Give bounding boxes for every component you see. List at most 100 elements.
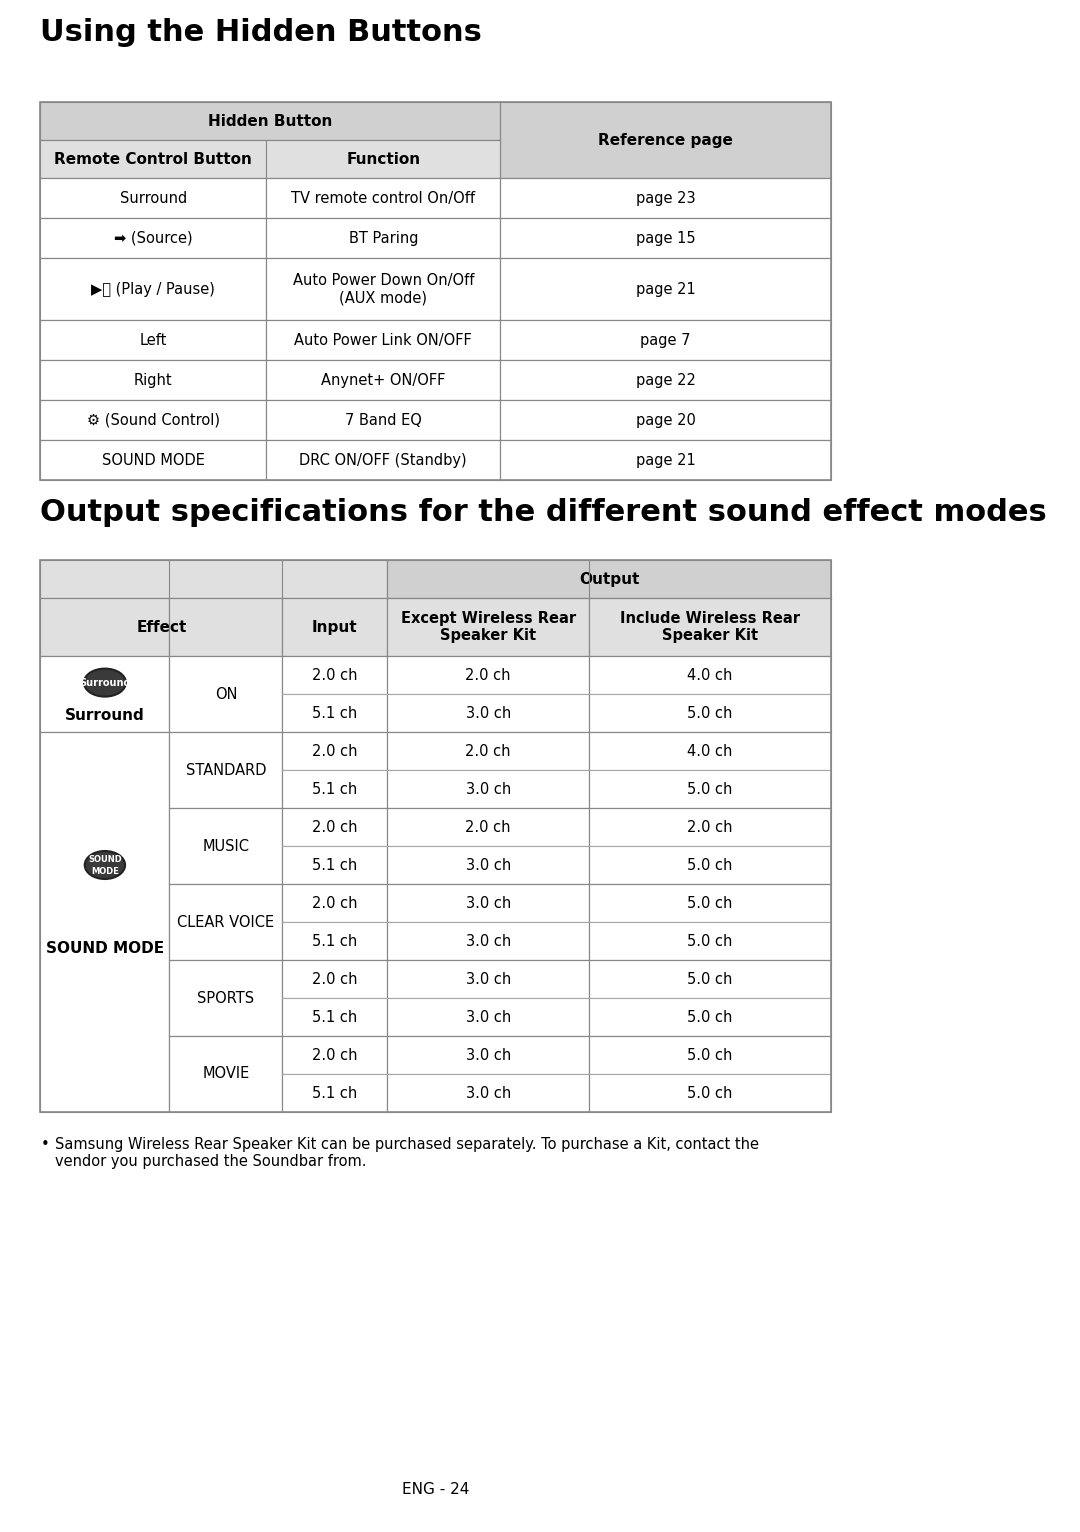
Text: SOUND: SOUND	[89, 855, 122, 864]
FancyBboxPatch shape	[500, 178, 832, 218]
Text: page 7: page 7	[640, 332, 691, 348]
FancyBboxPatch shape	[589, 846, 832, 884]
FancyBboxPatch shape	[589, 807, 832, 846]
FancyBboxPatch shape	[267, 178, 500, 218]
FancyBboxPatch shape	[283, 922, 388, 961]
Text: •: •	[40, 1137, 49, 1152]
Text: ➡ (Source): ➡ (Source)	[114, 230, 192, 245]
FancyBboxPatch shape	[170, 732, 283, 807]
Text: 3.0 ch: 3.0 ch	[465, 1010, 511, 1025]
Text: 5.1 ch: 5.1 ch	[312, 1086, 357, 1100]
Text: 2.0 ch: 2.0 ch	[312, 820, 357, 835]
Text: Output: Output	[579, 571, 639, 587]
FancyBboxPatch shape	[40, 103, 500, 139]
Text: Auto Power Link ON/OFF: Auto Power Link ON/OFF	[295, 332, 472, 348]
FancyBboxPatch shape	[170, 807, 283, 884]
FancyBboxPatch shape	[283, 771, 388, 807]
FancyBboxPatch shape	[283, 1036, 388, 1074]
FancyBboxPatch shape	[170, 597, 283, 656]
Text: DRC ON/OFF (Standby): DRC ON/OFF (Standby)	[299, 452, 468, 467]
FancyBboxPatch shape	[589, 961, 832, 997]
FancyBboxPatch shape	[40, 656, 170, 732]
Text: 3.0 ch: 3.0 ch	[465, 858, 511, 873]
FancyBboxPatch shape	[283, 656, 388, 694]
FancyBboxPatch shape	[388, 846, 589, 884]
Text: SPORTS: SPORTS	[198, 991, 255, 1005]
Ellipse shape	[84, 850, 125, 879]
FancyBboxPatch shape	[388, 597, 589, 656]
Text: 5.0 ch: 5.0 ch	[688, 858, 733, 873]
FancyBboxPatch shape	[589, 732, 832, 771]
Text: ⚙ (Sound Control): ⚙ (Sound Control)	[86, 412, 220, 427]
Text: SOUND MODE: SOUND MODE	[45, 941, 164, 956]
FancyBboxPatch shape	[388, 561, 832, 597]
FancyBboxPatch shape	[388, 997, 589, 1036]
FancyBboxPatch shape	[589, 1074, 832, 1112]
FancyBboxPatch shape	[388, 1074, 589, 1112]
Text: 3.0 ch: 3.0 ch	[465, 706, 511, 720]
Text: Reference page: Reference page	[598, 132, 733, 147]
FancyBboxPatch shape	[40, 440, 267, 480]
FancyBboxPatch shape	[40, 320, 267, 360]
Text: 2.0 ch: 2.0 ch	[312, 743, 357, 758]
Text: Input: Input	[312, 619, 357, 634]
FancyBboxPatch shape	[267, 257, 500, 320]
FancyBboxPatch shape	[500, 320, 832, 360]
Text: page 21: page 21	[636, 282, 696, 297]
Text: page 15: page 15	[636, 230, 696, 245]
Text: 4.0 ch: 4.0 ch	[688, 668, 733, 682]
FancyBboxPatch shape	[388, 656, 589, 694]
FancyBboxPatch shape	[40, 561, 388, 597]
Text: 2.0 ch: 2.0 ch	[465, 668, 511, 682]
FancyBboxPatch shape	[589, 694, 832, 732]
FancyBboxPatch shape	[170, 1036, 283, 1112]
FancyBboxPatch shape	[589, 656, 832, 694]
Text: 5.0 ch: 5.0 ch	[688, 1048, 733, 1063]
FancyBboxPatch shape	[283, 694, 388, 732]
Text: MUSIC: MUSIC	[202, 838, 249, 853]
Text: 2.0 ch: 2.0 ch	[312, 896, 357, 910]
FancyBboxPatch shape	[500, 400, 832, 440]
Text: 5.1 ch: 5.1 ch	[312, 1010, 357, 1025]
FancyBboxPatch shape	[500, 257, 832, 320]
Text: MODE: MODE	[91, 867, 119, 875]
FancyBboxPatch shape	[388, 807, 589, 846]
FancyBboxPatch shape	[283, 961, 388, 997]
Text: ON: ON	[215, 686, 238, 702]
FancyBboxPatch shape	[40, 257, 267, 320]
FancyBboxPatch shape	[267, 360, 500, 400]
Text: 3.0 ch: 3.0 ch	[465, 896, 511, 910]
Text: Right: Right	[134, 372, 173, 388]
Text: 3.0 ch: 3.0 ch	[465, 933, 511, 948]
FancyBboxPatch shape	[267, 400, 500, 440]
FancyBboxPatch shape	[589, 997, 832, 1036]
Text: page 20: page 20	[636, 412, 696, 427]
FancyBboxPatch shape	[500, 103, 832, 178]
FancyBboxPatch shape	[589, 1036, 832, 1074]
Text: 3.0 ch: 3.0 ch	[465, 1086, 511, 1100]
Text: SOUND MODE: SOUND MODE	[102, 452, 205, 467]
FancyBboxPatch shape	[170, 961, 283, 1036]
Text: 5.0 ch: 5.0 ch	[688, 933, 733, 948]
FancyBboxPatch shape	[170, 656, 283, 732]
FancyBboxPatch shape	[388, 961, 589, 997]
FancyBboxPatch shape	[40, 732, 170, 1112]
Text: 5.0 ch: 5.0 ch	[688, 1086, 733, 1100]
FancyBboxPatch shape	[40, 360, 267, 400]
Text: 5.1 ch: 5.1 ch	[312, 781, 357, 797]
Text: 5.0 ch: 5.0 ch	[688, 706, 733, 720]
Ellipse shape	[84, 668, 126, 697]
FancyBboxPatch shape	[40, 597, 170, 656]
Text: ▶⏸ (Play / Pause): ▶⏸ (Play / Pause)	[92, 282, 215, 297]
Text: 2.0 ch: 2.0 ch	[465, 820, 511, 835]
Text: 2.0 ch: 2.0 ch	[312, 668, 357, 682]
Text: BT Paring: BT Paring	[349, 230, 418, 245]
Text: Surround: Surround	[120, 190, 187, 205]
FancyBboxPatch shape	[40, 178, 267, 218]
Text: 3.0 ch: 3.0 ch	[465, 1048, 511, 1063]
Text: page 22: page 22	[636, 372, 696, 388]
Text: 3.0 ch: 3.0 ch	[465, 971, 511, 987]
FancyBboxPatch shape	[388, 922, 589, 961]
Text: MOVIE: MOVIE	[202, 1066, 249, 1082]
Text: TV remote control On/Off: TV remote control On/Off	[292, 190, 475, 205]
